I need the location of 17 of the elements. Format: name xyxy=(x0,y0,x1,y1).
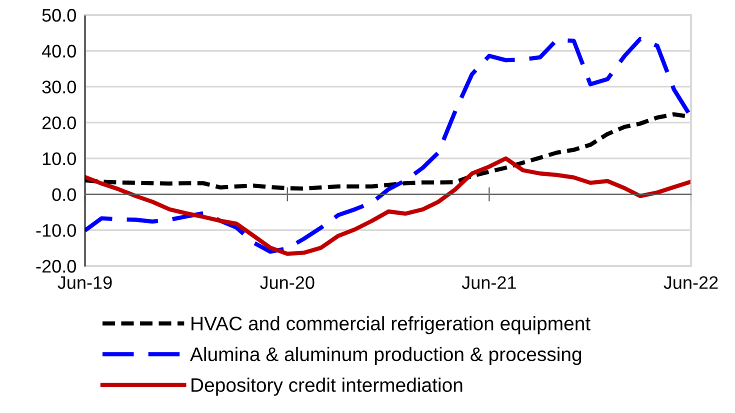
x-tick-label: Jun-20 xyxy=(260,276,314,289)
legend-label: Alumina & aluminum production & processing xyxy=(190,346,582,366)
line-series xyxy=(85,36,691,254)
x-tick-label: Jun-19 xyxy=(58,276,112,289)
y-tick-label: 10.0 xyxy=(42,152,76,166)
x-tick-label: Jun-22 xyxy=(664,276,718,289)
y-tick-label: 20.0 xyxy=(42,116,76,130)
x-tick-label: Jun-21 xyxy=(462,276,516,289)
y-tick-label: -10.0 xyxy=(36,224,76,237)
legend-label: HVAC and commercial refrigeration equipment xyxy=(192,316,590,334)
y-tick-label: -20.0 xyxy=(36,260,76,273)
y-tick-label: 40.0 xyxy=(42,44,76,58)
y-tick-label: 50.0 xyxy=(42,8,76,22)
legend-label: Depository credit intermediation xyxy=(192,378,462,396)
line-series xyxy=(85,156,691,256)
y-tick-label: 30.0 xyxy=(42,80,76,94)
y-tick-label: 0.0 xyxy=(52,188,76,202)
